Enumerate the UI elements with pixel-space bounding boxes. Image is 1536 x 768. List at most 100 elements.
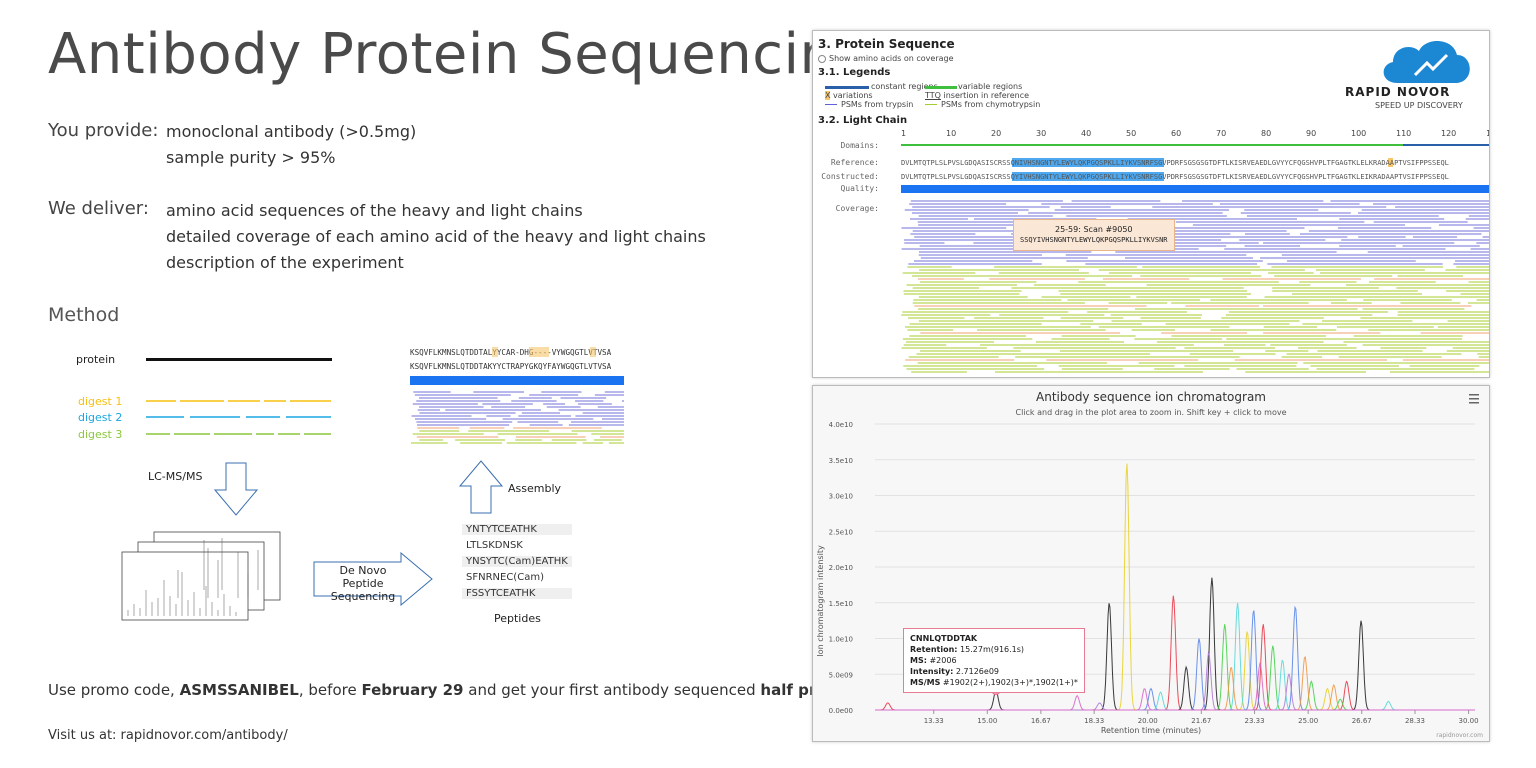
x-tick-label: 16.67 [1031,717,1051,725]
list-item: YNTYTCEATHK [462,524,572,535]
coverage-lines [411,391,624,444]
reference-label: Reference: [830,158,879,167]
provide-item: monoclonal antibody (>0.5mg) [166,122,417,141]
x-tick-label: 26.67 [1352,717,1372,725]
ruler-tick: 90 [1306,129,1317,138]
brand-tagline: SPEED UP DISCOVERY [1375,101,1463,110]
y-tick-label: 0.0e00 [829,707,853,715]
brand-name: RAPID NOVOR [1345,85,1451,99]
digest-2-label: digest 2 [78,411,123,424]
ms-spectra-stack [121,531,281,621]
down-arrow-icon [214,462,258,516]
lcms-label: LC-MS/MS [148,470,203,483]
domains-label: Domains: [840,141,879,150]
right-arrow-icon [313,552,433,606]
y-tick-label: 3.0e10 [829,493,853,501]
chain-heading: 3.2. Light Chain [818,115,908,126]
list-item: YNSYTC(Cam)EATHK [462,556,572,567]
digest-3-label: digest 3 [78,428,123,441]
denovo-label: De Novo Peptide Sequencing [330,564,396,603]
ruler-tick: 50 [1126,129,1137,138]
cdr-highlight [1012,158,1164,167]
x-tick-label: 30.00 [1459,717,1479,725]
chart-menu-icon[interactable] [1469,394,1479,404]
legend-variable: variable regions [958,82,1023,91]
provide-item: sample purity > 95% [166,148,336,167]
legend-insertion: TTQ insertion in reference [925,91,1030,100]
ruler-tick: 1 [1486,129,1489,138]
visit-link[interactable]: Visit us at: rapidnovor.com/antibody/ [48,728,288,743]
variation-highlight [1388,158,1393,167]
variation-highlight [529,347,549,357]
constant-swatch [825,86,869,89]
ruler-tick: 110 [1396,129,1412,138]
checkbox-icon[interactable] [818,54,826,63]
chymo-swatch [925,104,937,105]
series-line [875,661,1475,711]
ruler-tick: 30 [1036,129,1047,138]
deliver-item: description of the experiment [166,253,404,272]
variation-highlight [590,347,596,357]
coverage-tooltip: 25-59: Scan #9050 SSQYIVHSNGNTYLEWYLQKPG… [1013,219,1175,251]
provide-label: You provide: [48,120,159,141]
deliver-item: detailed coverage of each amino acid of … [166,227,706,246]
page-title: Antibody Protein Sequencing [48,22,872,87]
assembly-label: Assembly [508,482,562,495]
reference-seq: DVLMTQTPLSLPVSLGDQASISCRSSQNIVHSNGNTYLEW… [901,159,1449,167]
y-tick-label: 1.5e10 [829,600,853,608]
legend-variations: X variations [825,91,873,100]
coverage-tracks [901,200,1489,373]
protein-bar [146,358,332,361]
constant-domain-bar [1403,144,1489,146]
legend-trypsin: PSMs from trypsin [841,100,914,109]
protein-sequence-panel: 3. Protein Sequence Show amino acids on … [812,30,1490,378]
y-tick-label: 2.0e10 [829,564,853,572]
y-tick-label: 1.0e10 [829,636,853,644]
x-tick-label: 13.33 [924,717,944,725]
x-tick-label: 28.33 [1405,717,1425,725]
ruler-tick: 100 [1351,129,1367,138]
coverage-label: Coverage: [835,204,879,213]
show-aa-checkbox[interactable]: Show amino acids on coverage [818,54,954,63]
variable-swatch [925,86,957,89]
list-item: LTLSKDNSK [466,540,523,551]
list-item: FSSYTCEATHK [462,588,572,599]
x-tick-label: 20.00 [1138,717,1158,725]
deliver-item: amino acid sequences of the heavy and li… [166,201,583,220]
method-heading: Method [48,304,120,326]
position-ruler: 11020304050607080901001101201 [901,129,1489,143]
digest-fragments [146,400,331,435]
chart-credit: rapidnovor.com [1436,732,1483,739]
ruler-tick: 1 [901,129,907,138]
y-tick-label: 3.5e10 [829,457,853,465]
quality-bar [901,185,1489,193]
ruler-tick: 80 [1261,129,1272,138]
promo-text: Use promo code, ASMSSANIBEL, before Febr… [48,681,845,699]
y-axis-label: Ion chromatogram intensity [816,545,825,657]
y-tick-label: 5.0e09 [829,671,853,679]
peak-tooltip: CNNLQTDDTAK Retention: 15.27m(916.1s) MS… [903,628,1085,693]
x-tick-label: 21.67 [1191,717,1211,725]
chart-subtitle: Click and drag in the plot area to zoom … [1016,408,1287,417]
ruler-tick: 20 [991,129,1002,138]
x-tick-label: 25.00 [1298,717,1318,725]
quality-label: Quality: [840,184,879,193]
trypsin-swatch [825,104,837,105]
y-tick-label: 4.0e10 [829,421,853,429]
x-tick-label: 15.00 [977,717,997,725]
ruler-tick: 60 [1171,129,1182,138]
constructed-seq: DVLMTQTPLSLPVSLGDQASISCRSSQYIVHSNGNTYLEW… [901,173,1449,181]
cdr-highlight [1012,172,1164,181]
list-item: SFNRNEC(Cam) [466,572,544,583]
chromatogram-chart[interactable]: Antibody sequence ion chromatogram Click… [813,386,1489,741]
ruler-tick: 40 [1081,129,1092,138]
protein-label: protein [76,353,116,366]
assembly-seq-1: KSQVFLKMNSLQTDDTALYYCAR-DHG----VYWGQGTLV… [410,348,612,357]
ruler-tick: 70 [1216,129,1227,138]
x-tick-label: 18.33 [1084,717,1104,725]
ruler-tick: 10 [946,129,957,138]
ps-heading: 3. Protein Sequence [818,37,955,51]
assembly-seq-2: KSQVFLKMNSLQTDDTAKYYCTRAPYGKQYFAYWGQGTLV… [410,362,612,371]
legend-chymo: PSMs from chymotrypsin [941,100,1041,109]
variable-domain-bar [901,144,1403,146]
